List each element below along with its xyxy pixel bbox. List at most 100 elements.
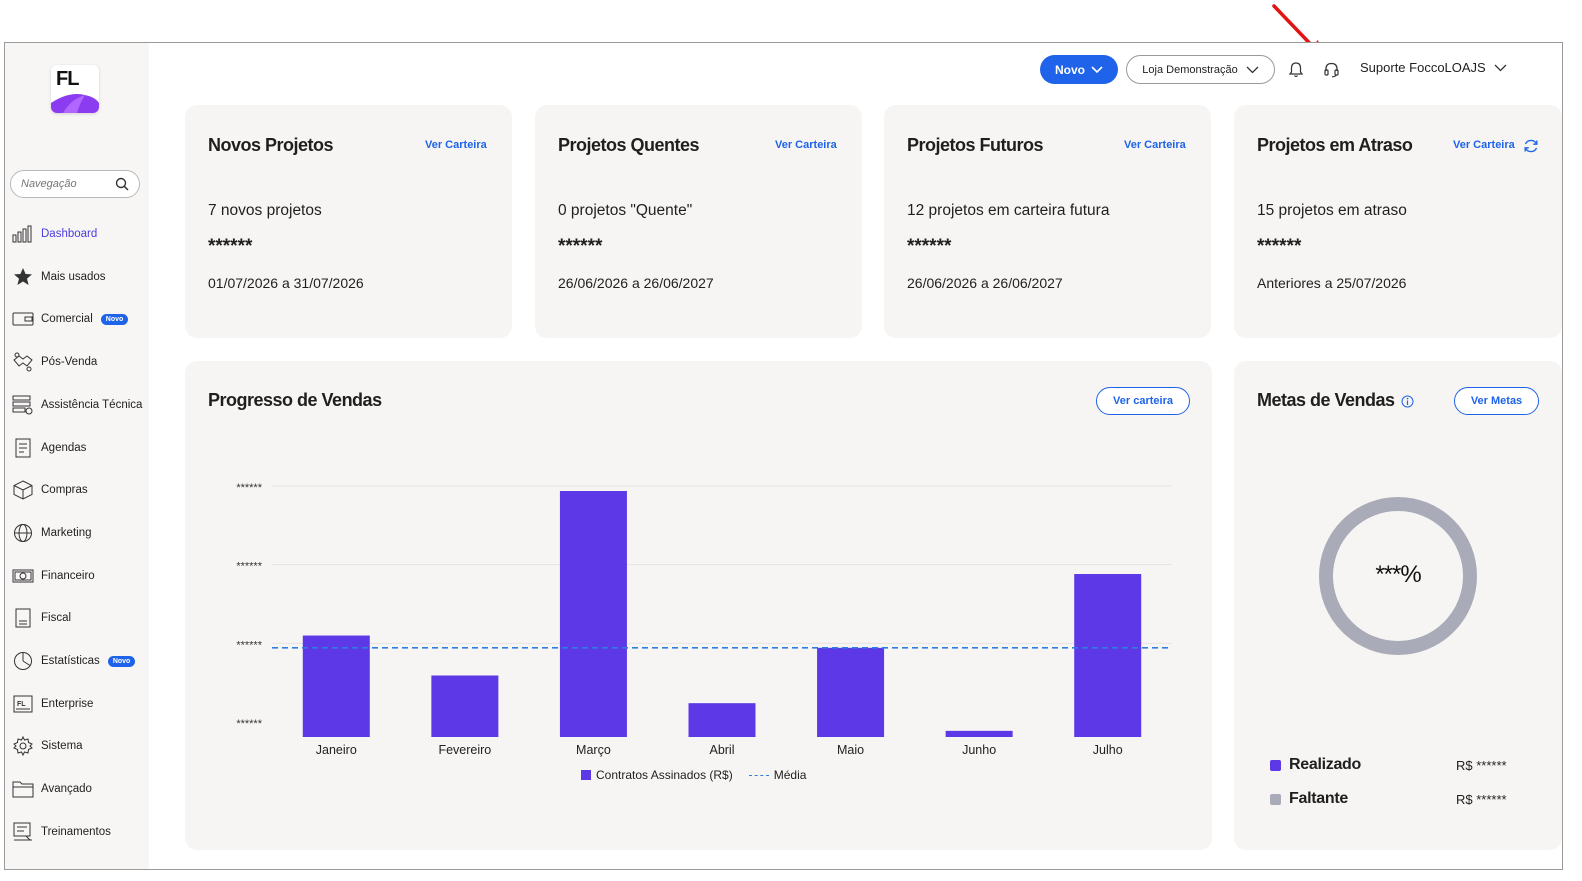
bar-julho[interactable] (1074, 574, 1142, 737)
x-tick-label: Janeiro (316, 743, 357, 757)
enterprise-logo-icon: FL (11, 693, 35, 715)
card-count: 12 projetos em carteira futura (907, 202, 1110, 219)
ver-carteira-link[interactable]: Ver Carteira (425, 139, 487, 151)
summary-card: Projetos Quentes Ver Carteira 0 projetos "… (535, 105, 862, 338)
new-badge: Novo (100, 313, 129, 325)
sidebar-item-sistema[interactable]: Sistema (11, 733, 147, 759)
sidebar-item-treinamentos[interactable]: Treinamentos (11, 819, 147, 845)
x-tick-label: Março (576, 743, 611, 757)
sidebar-item-label: Mais usados (41, 270, 106, 283)
box-icon (11, 479, 35, 501)
chevron-down-icon (1494, 64, 1507, 71)
sidebar-item-label: Avançado (41, 783, 92, 796)
sidebar: FL Dashboard Mais usados Comercial Novo Pós-… (5, 43, 149, 869)
goal-percent: ***% (1375, 561, 1421, 588)
sidebar-item-compras[interactable]: Compras (11, 477, 147, 503)
folder-icon (11, 778, 35, 800)
summary-card: Novos Projetos Ver Carteira 7 novos projet… (185, 105, 512, 338)
card-masked-value: ****** (907, 236, 952, 257)
chevron-down-icon (1246, 66, 1259, 73)
sales-goals-card: Metas de Vendas Ver Metas ***% Realizado… (1234, 361, 1562, 850)
sidebar-item-agendas[interactable]: Agendas (11, 435, 147, 461)
sales-bar-chart: ****** ****** ****** ****** Janeiro Fevereiro… (236, 482, 1172, 757)
navigation-search[interactable] (10, 170, 140, 198)
y-tick-label: ****** (236, 482, 262, 494)
y-tick-label: ****** (236, 639, 262, 651)
chevron-down-icon (1091, 65, 1103, 73)
sidebar-item-estatisticas[interactable]: Estatísticas Novo (11, 648, 147, 674)
sidebar-item-label: Compras (41, 484, 88, 497)
ver-metas-button[interactable]: Ver Metas (1454, 387, 1539, 415)
navigation-search-input[interactable] (21, 175, 111, 193)
sidebar-item-assistencia-tecnica[interactable]: Assistência Técnica (11, 392, 147, 418)
store-selector[interactable]: Loja Demonstração (1126, 55, 1275, 84)
summary-card: Projetos Futuros Ver Carteira 12 projetos … (884, 105, 1211, 338)
sidebar-item-label: Comercial (41, 313, 93, 326)
user-menu[interactable]: Suporte FoccoLOAJS (1360, 60, 1507, 75)
info-icon[interactable] (1401, 395, 1414, 408)
goal-donut-chart (1319, 497, 1477, 655)
sidebar-item-label: Fiscal (41, 612, 72, 625)
chart-bars-icon (11, 223, 35, 245)
goal-name: Faltante (1289, 790, 1348, 807)
sidebar-item-avancado[interactable]: Avançado (11, 776, 147, 802)
sidebar-item-comercial[interactable]: Comercial Novo (11, 306, 147, 332)
bell-icon[interactable] (1288, 61, 1304, 78)
chart-legend: Contratos Assinados (R$) Média (581, 768, 806, 782)
goal-swatch (1270, 759, 1281, 771)
bar-abril[interactable] (688, 703, 756, 737)
card-title: Novos Projetos (208, 135, 334, 155)
card-count: 0 projetos "Quente" (558, 202, 693, 219)
star-icon (11, 266, 35, 288)
sidebar-item-label: Enterprise (41, 697, 94, 710)
sidebar-item-label: Agendas (41, 441, 87, 454)
bar-janeiro[interactable] (302, 635, 370, 737)
card-title: Projetos Quentes (558, 135, 700, 155)
ver-carteira-link[interactable]: Ver Carteira (1453, 139, 1515, 151)
card-masked-value: ****** (558, 236, 603, 257)
goal-row: Realizado R$ ****** (1270, 756, 1530, 774)
logo-text: FL (56, 68, 79, 90)
x-tick-label: Abril (709, 743, 734, 757)
refresh-icon[interactable] (1523, 138, 1539, 154)
novo-button-label: Novo (1055, 62, 1085, 77)
sales-goals-title: Metas de Vendas (1257, 390, 1414, 411)
headset-support-icon[interactable] (1323, 61, 1340, 78)
sales-progress-title: Progresso de Vendas (208, 390, 382, 410)
bar-junho[interactable] (945, 730, 1013, 737)
card-date-range: 26/06/2026 a 26/06/2027 (907, 275, 1063, 291)
novo-button[interactable]: Novo (1040, 55, 1118, 84)
card-date-range: 01/07/2026 a 31/07/2026 (208, 275, 364, 291)
x-tick-label: Julho (1093, 743, 1123, 757)
sidebar-item-label: Sistema (41, 740, 83, 753)
sidebar-item-dashboard[interactable]: Dashboard (11, 221, 147, 247)
legend-average-label: Média (773, 768, 807, 782)
sidebar-item-pos-venda[interactable]: Pós-Venda (11, 349, 147, 375)
app-logo[interactable]: FL (51, 65, 99, 113)
card-masked-value: ****** (208, 236, 253, 257)
bar-março[interactable] (559, 491, 627, 737)
sidebar-item-mais-usados[interactable]: Mais usados (11, 264, 147, 290)
bar-maio[interactable] (817, 647, 885, 737)
server-gear-icon (11, 394, 35, 416)
ver-carteira-button[interactable]: Ver carteira (1096, 387, 1190, 415)
search-icon[interactable] (115, 177, 129, 191)
sidebar-item-enterprise[interactable]: FL Enterprise (11, 691, 147, 717)
sidebar-item-financeiro[interactable]: Financeiro (11, 563, 147, 589)
svg-text:FL: FL (17, 701, 26, 708)
ver-carteira-link[interactable]: Ver Carteira (775, 139, 837, 151)
goal-value: R$ ****** (1456, 757, 1507, 773)
legend-average-swatch (748, 774, 769, 776)
user-name: Suporte FoccoLOAJS (1360, 60, 1486, 75)
y-tick-label: ****** (236, 718, 262, 730)
handshake-icon (11, 351, 35, 373)
card-count: 7 novos projetos (208, 202, 322, 219)
bar-fevereiro[interactable] (431, 675, 499, 738)
sidebar-item-marketing[interactable]: Marketing (11, 520, 147, 546)
sales-goals-title-text: Metas de Vendas (1257, 390, 1395, 410)
sidebar-item-fiscal[interactable]: Fiscal (11, 605, 147, 631)
sidebar-item-label: Marketing (41, 526, 92, 539)
ver-carteira-link[interactable]: Ver Carteira (1124, 139, 1186, 151)
x-tick-label: Maio (837, 743, 864, 757)
sidebar-item-label: Pós-Venda (41, 356, 98, 369)
